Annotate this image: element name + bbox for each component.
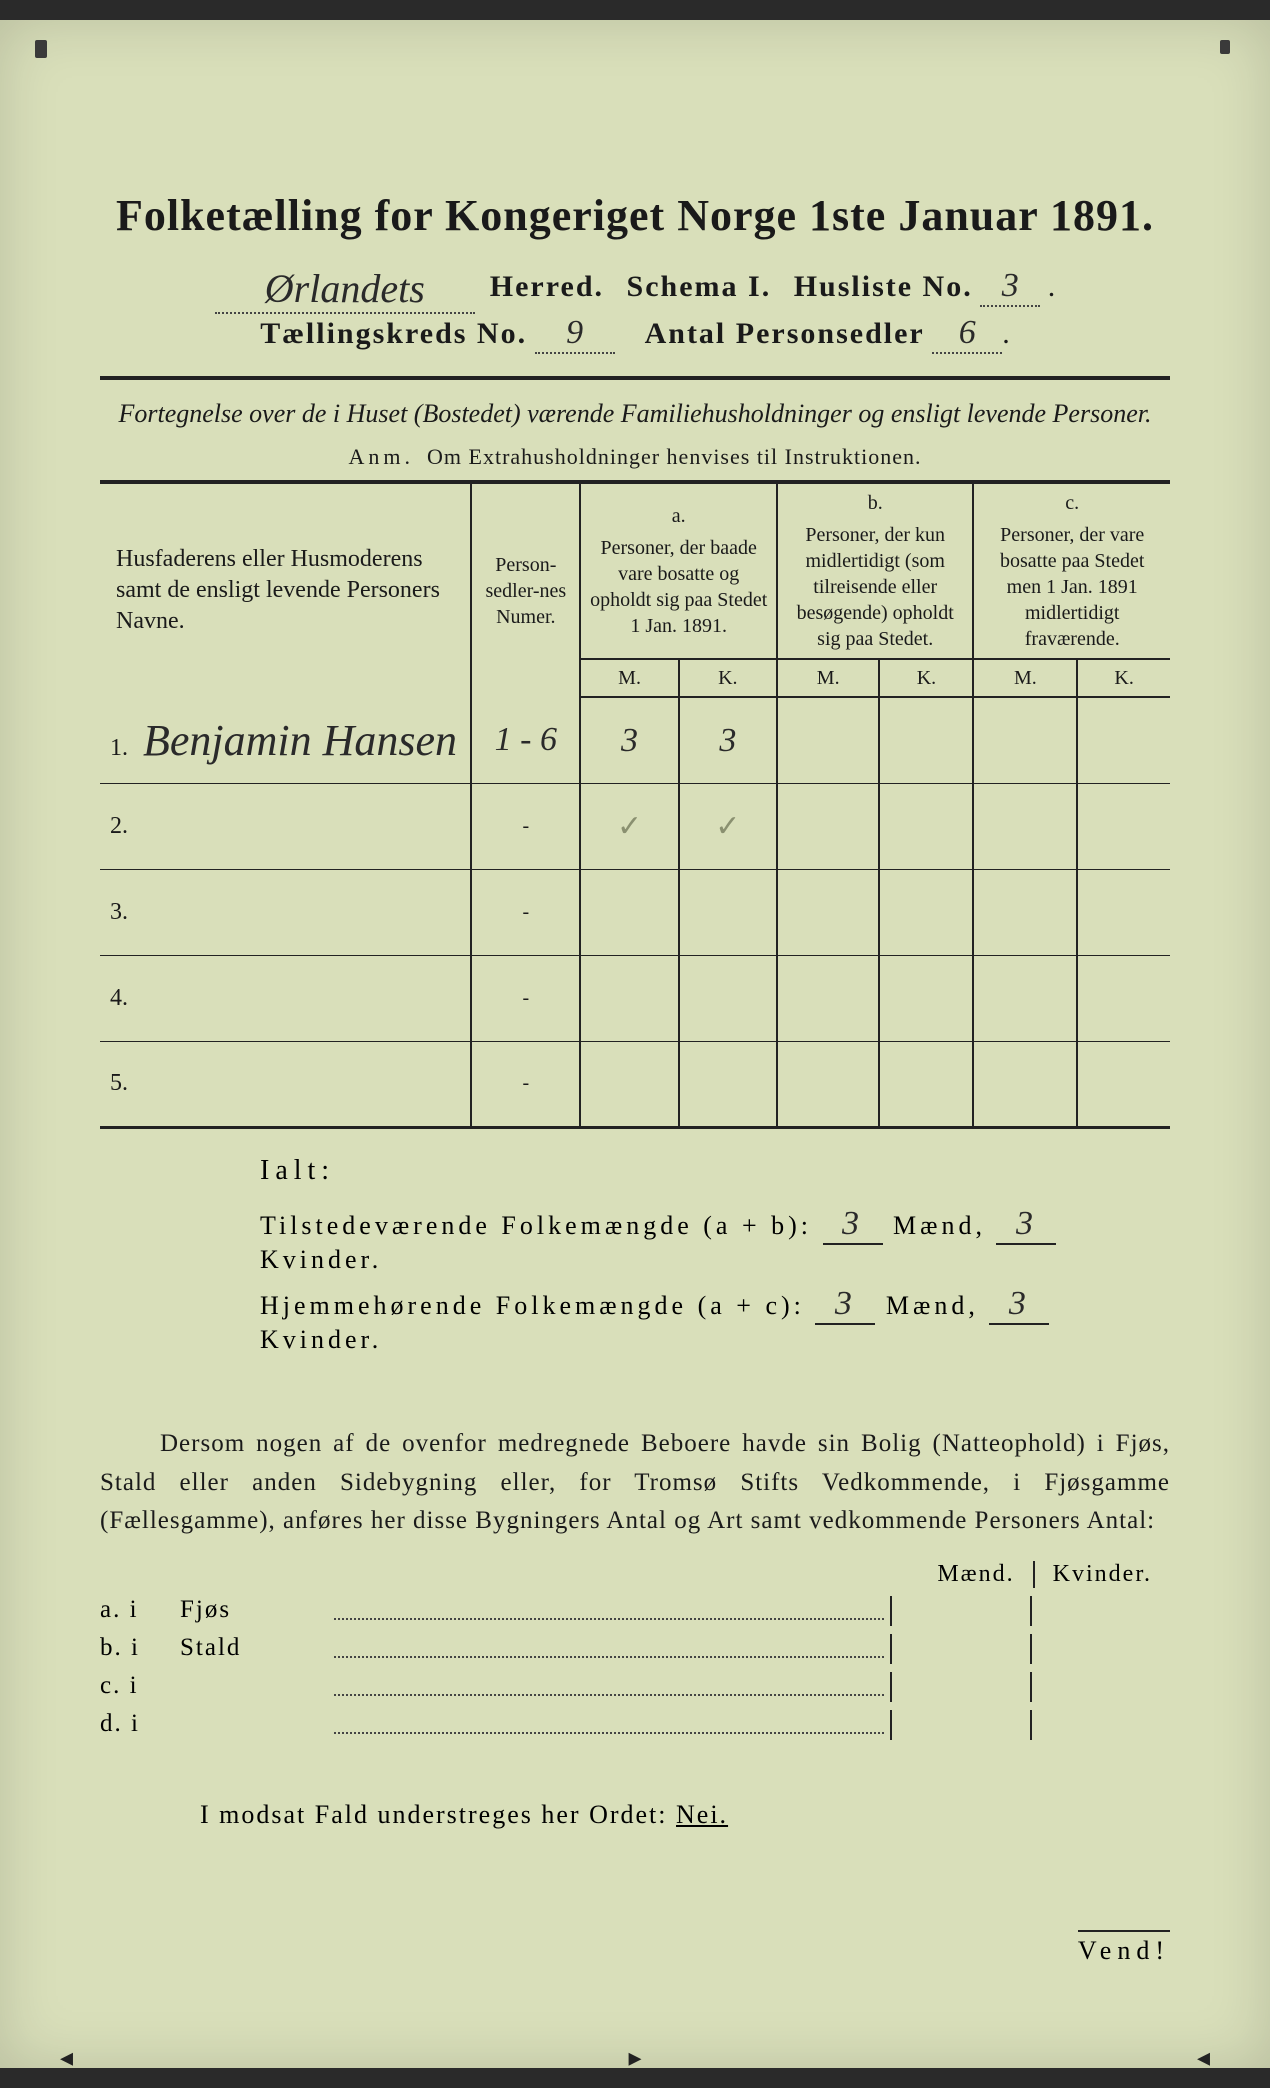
anm-text: Om Extrahusholdninger henvises til Instr…	[427, 444, 921, 469]
antal-label: Antal Personsedler	[645, 317, 925, 350]
side-paragraph: Dersom nogen af de ovenfor medregnede Be…	[100, 1425, 1170, 1541]
header-line-1: Ørlandets Herred. Schema I. Husliste No.…	[100, 259, 1170, 308]
husliste-label: Husliste No.	[794, 270, 973, 303]
table-row: 1. Benjamin Hansen 1 - 6 3 3	[100, 697, 1170, 783]
kreds-handwritten: 9	[535, 314, 615, 354]
subtitle: Fortegnelse over de i Huset (Bostedet) v…	[100, 396, 1170, 432]
totals-block: Ialt: Tilstedeværende Folkemængde (a + b…	[260, 1155, 1170, 1355]
header-line-2: Tællingskreds No. 9 Antal Personsedler 6…	[100, 314, 1170, 354]
col-name-header: Husfaderens eller Husmoderens samt de en…	[100, 482, 471, 697]
side-row: a. i Fjøs	[100, 1596, 1170, 1626]
divider	[100, 376, 1170, 380]
herred-handwritten: Ørlandets	[215, 265, 475, 314]
col-c-m: M.	[973, 659, 1077, 697]
sum-line-1: Tilstedeværende Folkemængde (a + b): 3 M…	[260, 1205, 1170, 1275]
anm-lead: Anm.	[349, 444, 415, 469]
side-row: b. i Stald	[100, 1634, 1170, 1664]
side-table: Mænd.Kvinder. a. i Fjøs b. i Stald c. i …	[100, 1561, 1170, 1740]
table-row: 3. -	[100, 869, 1170, 955]
herred-label: Herred.	[490, 270, 604, 303]
husliste-handwritten: 3	[980, 267, 1040, 307]
main-table: Husfaderens eller Husmoderens samt de en…	[100, 480, 1170, 1129]
table-row: 5. -	[100, 1041, 1170, 1127]
table-row: 4. -	[100, 955, 1170, 1041]
side-row: d. i	[100, 1710, 1170, 1740]
anm-line: Anm. Om Extrahusholdninger henvises til …	[100, 444, 1170, 470]
col-a-m: M.	[580, 659, 678, 697]
col-a-header: a. Personer, der baade vare bosatte og o…	[580, 482, 777, 659]
col-b-m: M.	[777, 659, 879, 697]
col-a-k: K.	[679, 659, 777, 697]
ialt-label: Ialt:	[260, 1155, 1170, 1187]
page-title: Folketælling for Kongeriget Norge 1ste J…	[100, 190, 1170, 241]
col-c-k: K.	[1077, 659, 1170, 697]
col-c-header: c. Personer, der vare bosatte paa Stedet…	[973, 482, 1170, 659]
side-row: c. i	[100, 1672, 1170, 1702]
side-head: Mænd.Kvinder.	[100, 1561, 1170, 1588]
schema-label: Schema I.	[627, 270, 772, 303]
census-form-page: Folketælling for Kongeriget Norge 1ste J…	[0, 20, 1270, 2068]
table-row: 2. - ✓ ✓	[100, 783, 1170, 869]
col-sedler-header: Person-sedler-nes Numer.	[471, 482, 580, 697]
col-b-header: b. Personer, der kun midlertidigt (som t…	[777, 482, 974, 659]
antal-handwritten: 6	[932, 314, 1002, 354]
vend-label: Vend!	[1078, 1930, 1170, 1966]
col-b-k: K.	[879, 659, 973, 697]
sum-line-2: Hjemmehørende Folkemængde (a + c): 3 Mæn…	[260, 1285, 1170, 1355]
kreds-label: Tællingskreds No.	[260, 317, 527, 350]
modsat-line: I modsat Fald understreges her Ordet: Ne…	[100, 1800, 1170, 1830]
name-handwritten: Benjamin Hansen	[143, 716, 457, 765]
